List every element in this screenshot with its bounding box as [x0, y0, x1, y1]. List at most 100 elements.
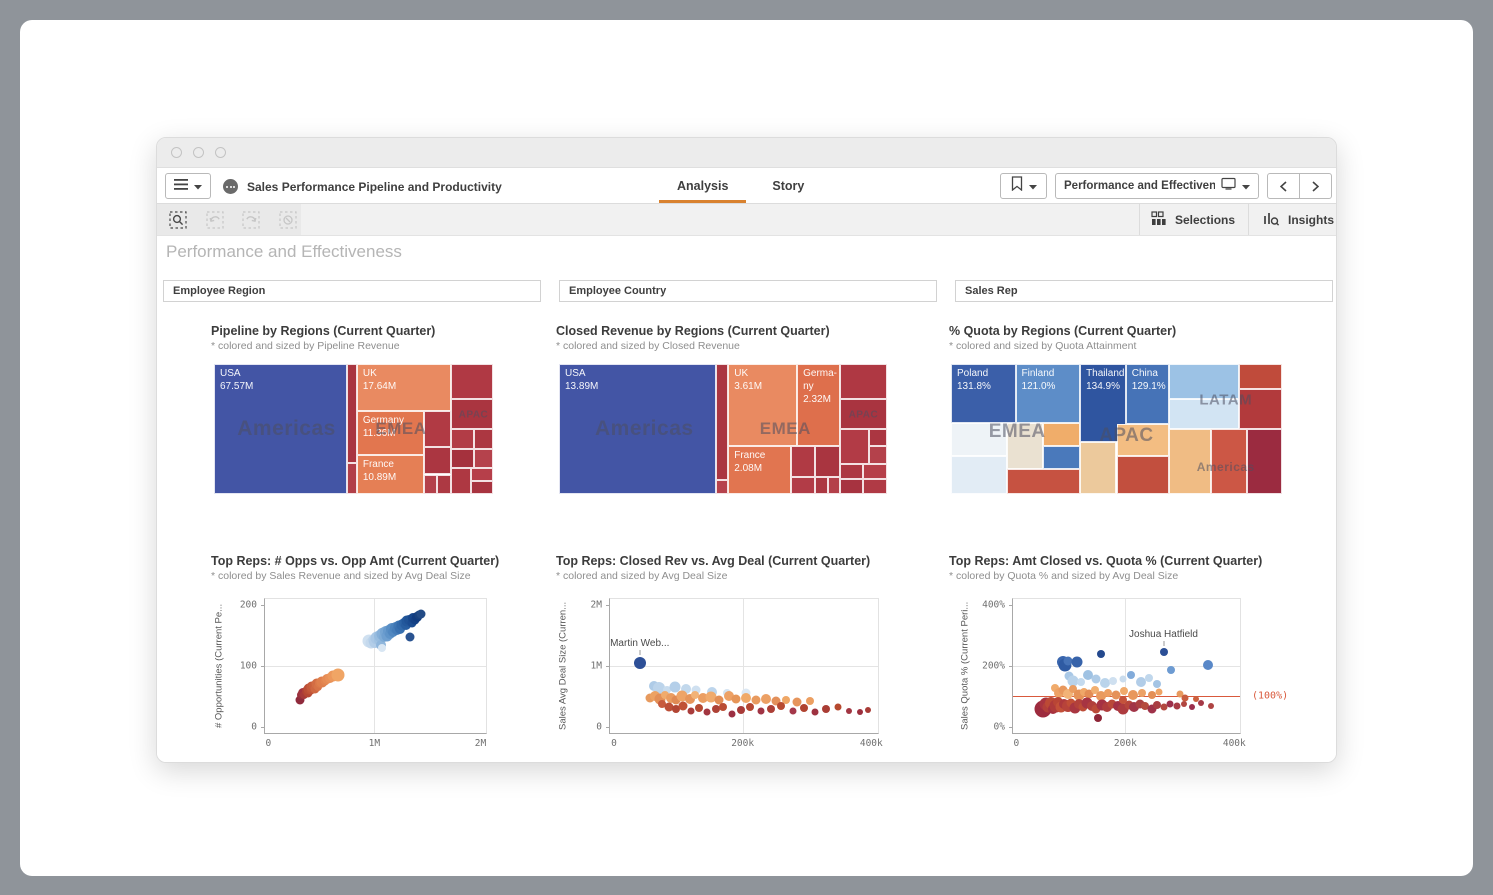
- scatter-point[interactable]: [1197, 700, 1204, 707]
- insights-button[interactable]: Insights: [1263, 204, 1334, 236]
- treemap-cell[interactable]: [1043, 445, 1081, 470]
- treemap-cell[interactable]: [450, 468, 472, 494]
- scatter-point[interactable]: [1099, 678, 1110, 689]
- scatter-amt-closed-vs-quota[interactable]: (100%) 0 200k 400k 0% 200% 400% Joshua Hatfield: [982, 598, 1288, 749]
- treemap-cell[interactable]: UK 3.61M: [728, 364, 798, 446]
- window-control-maximize[interactable]: [215, 147, 226, 158]
- treemap-closed-revenue-by-regions[interactable]: USA 13.89M UK 3.61M Germa-ny 2.32M France 2.08M…: [559, 364, 887, 494]
- scatter-point[interactable]: [705, 691, 716, 703]
- scatter-point[interactable]: [658, 699, 667, 708]
- treemap-cell[interactable]: [815, 445, 840, 478]
- treemap-cell[interactable]: [827, 477, 840, 494]
- treemap-cell[interactable]: [474, 449, 493, 468]
- filter-employee-country[interactable]: Employee Country: [559, 280, 937, 302]
- treemap-cell[interactable]: [815, 477, 828, 494]
- treemap-cell[interactable]: [450, 399, 493, 429]
- scatter-point[interactable]: [678, 701, 688, 711]
- treemap-cell[interactable]: [790, 445, 816, 478]
- scatter-point[interactable]: [684, 693, 695, 704]
- scatter-point[interactable]: [1135, 676, 1146, 687]
- treemap-cell[interactable]: [862, 479, 887, 494]
- treemap-cell[interactable]: [716, 364, 729, 480]
- scatter-point[interactable]: [1109, 677, 1118, 686]
- scatter-point[interactable]: [1124, 700, 1134, 710]
- scatter-point[interactable]: [789, 707, 797, 714]
- scatter-point[interactable]: [691, 685, 701, 695]
- treemap-cell[interactable]: [471, 468, 493, 481]
- scatter-point[interactable]: [1102, 702, 1113, 713]
- treemap-cell[interactable]: France 2.08M: [728, 445, 791, 494]
- treemap-cell[interactable]: [862, 464, 887, 480]
- scatter-point[interactable]: [1129, 702, 1140, 713]
- treemap-cell[interactable]: [1238, 364, 1282, 389]
- treemap-cell[interactable]: France 10.89M: [356, 455, 424, 494]
- treemap-cell[interactable]: [839, 399, 887, 429]
- scatter-point[interactable]: [1083, 669, 1094, 680]
- tab-story[interactable]: Story: [772, 179, 805, 193]
- treemap-cell[interactable]: [839, 479, 863, 494]
- scatter-point[interactable]: [1084, 689, 1094, 699]
- treemap-cell[interactable]: Finland 121.0%: [1015, 364, 1081, 423]
- scatter-point[interactable]: [1091, 674, 1101, 684]
- treemap-cell[interactable]: [1169, 399, 1239, 429]
- scatter-point[interactable]: [1069, 685, 1078, 694]
- treemap-cell[interactable]: [1169, 364, 1239, 400]
- sheet-selector-button[interactable]: Performance and Effectiven...: [1055, 173, 1259, 199]
- scatter-point[interactable]: [331, 668, 345, 682]
- scatter-point[interactable]: [405, 632, 415, 642]
- scatter-point[interactable]: [1144, 673, 1153, 682]
- scatter-point[interactable]: [681, 683, 692, 694]
- scatter-point[interactable]: [766, 704, 775, 713]
- scatter-point[interactable]: [811, 708, 819, 716]
- scatter-point[interactable]: [822, 705, 831, 714]
- global-menu-button[interactable]: [165, 173, 211, 199]
- treemap-cell[interactable]: [1007, 469, 1081, 494]
- treemap-cell[interactable]: [450, 449, 474, 468]
- scatter-point[interactable]: [782, 695, 791, 704]
- redo-selection-button[interactable]: [239, 207, 265, 233]
- tab-analysis[interactable]: Analysis: [655, 168, 750, 204]
- scatter-point[interactable]: [728, 710, 736, 718]
- treemap-cell[interactable]: [423, 410, 451, 448]
- treemap-cell[interactable]: Poland 131.8%: [951, 364, 1016, 423]
- scatter-point[interactable]: [662, 685, 671, 694]
- scatter-point[interactable]: [1147, 690, 1156, 699]
- scatter-point[interactable]: [799, 704, 808, 713]
- treemap-cell[interactable]: [839, 464, 863, 480]
- treemap-cell[interactable]: [1238, 388, 1282, 429]
- treemap-cell[interactable]: [869, 445, 887, 465]
- scatter-point[interactable]: [719, 702, 728, 711]
- treemap-cell[interactable]: [1007, 422, 1043, 470]
- scatter-point[interactable]: [671, 695, 681, 705]
- scatter-point[interactable]: [1096, 650, 1105, 659]
- treemap-cell[interactable]: [1246, 429, 1282, 494]
- scatter-point[interactable]: [694, 704, 703, 713]
- treemap-cell[interactable]: [471, 481, 493, 494]
- treemap-cell[interactable]: [1116, 423, 1170, 457]
- scatter-point[interactable]: [856, 709, 863, 716]
- treemap-quota-by-regions[interactable]: Poland 131.8% Finland 121.0% Thailand 134.9% C…: [951, 364, 1282, 494]
- treemap-cell[interactable]: [423, 474, 438, 494]
- treemap-cell[interactable]: [951, 422, 1008, 457]
- scatter-point[interactable]: [1107, 699, 1117, 709]
- smart-search-button[interactable]: [165, 207, 191, 233]
- scatter-point[interactable]: [1166, 700, 1174, 708]
- scatter-point[interactable]: [1181, 701, 1188, 708]
- scatter-point[interactable]: [653, 681, 666, 694]
- scatter-point[interactable]: [649, 691, 660, 702]
- treemap-cell[interactable]: [437, 474, 451, 494]
- treemap-cell[interactable]: [1043, 422, 1081, 446]
- scatter-point[interactable]: [777, 702, 786, 711]
- scatter-point[interactable]: [1103, 688, 1112, 697]
- treemap-cell[interactable]: [716, 479, 729, 494]
- scatter-point[interactable]: [1166, 666, 1175, 675]
- scatter-point[interactable]: [1117, 703, 1129, 715]
- scatter-point[interactable]: [1203, 659, 1214, 670]
- scatter-point[interactable]: [1063, 656, 1073, 666]
- scatter-point[interactable]: [1063, 689, 1074, 700]
- next-sheet-button[interactable]: [1299, 174, 1331, 198]
- scatter-point[interactable]: [1135, 699, 1145, 709]
- scatter-point[interactable]: [1159, 648, 1168, 657]
- scatter-point[interactable]: [1096, 690, 1107, 701]
- scatter-point[interactable]: [1140, 702, 1149, 711]
